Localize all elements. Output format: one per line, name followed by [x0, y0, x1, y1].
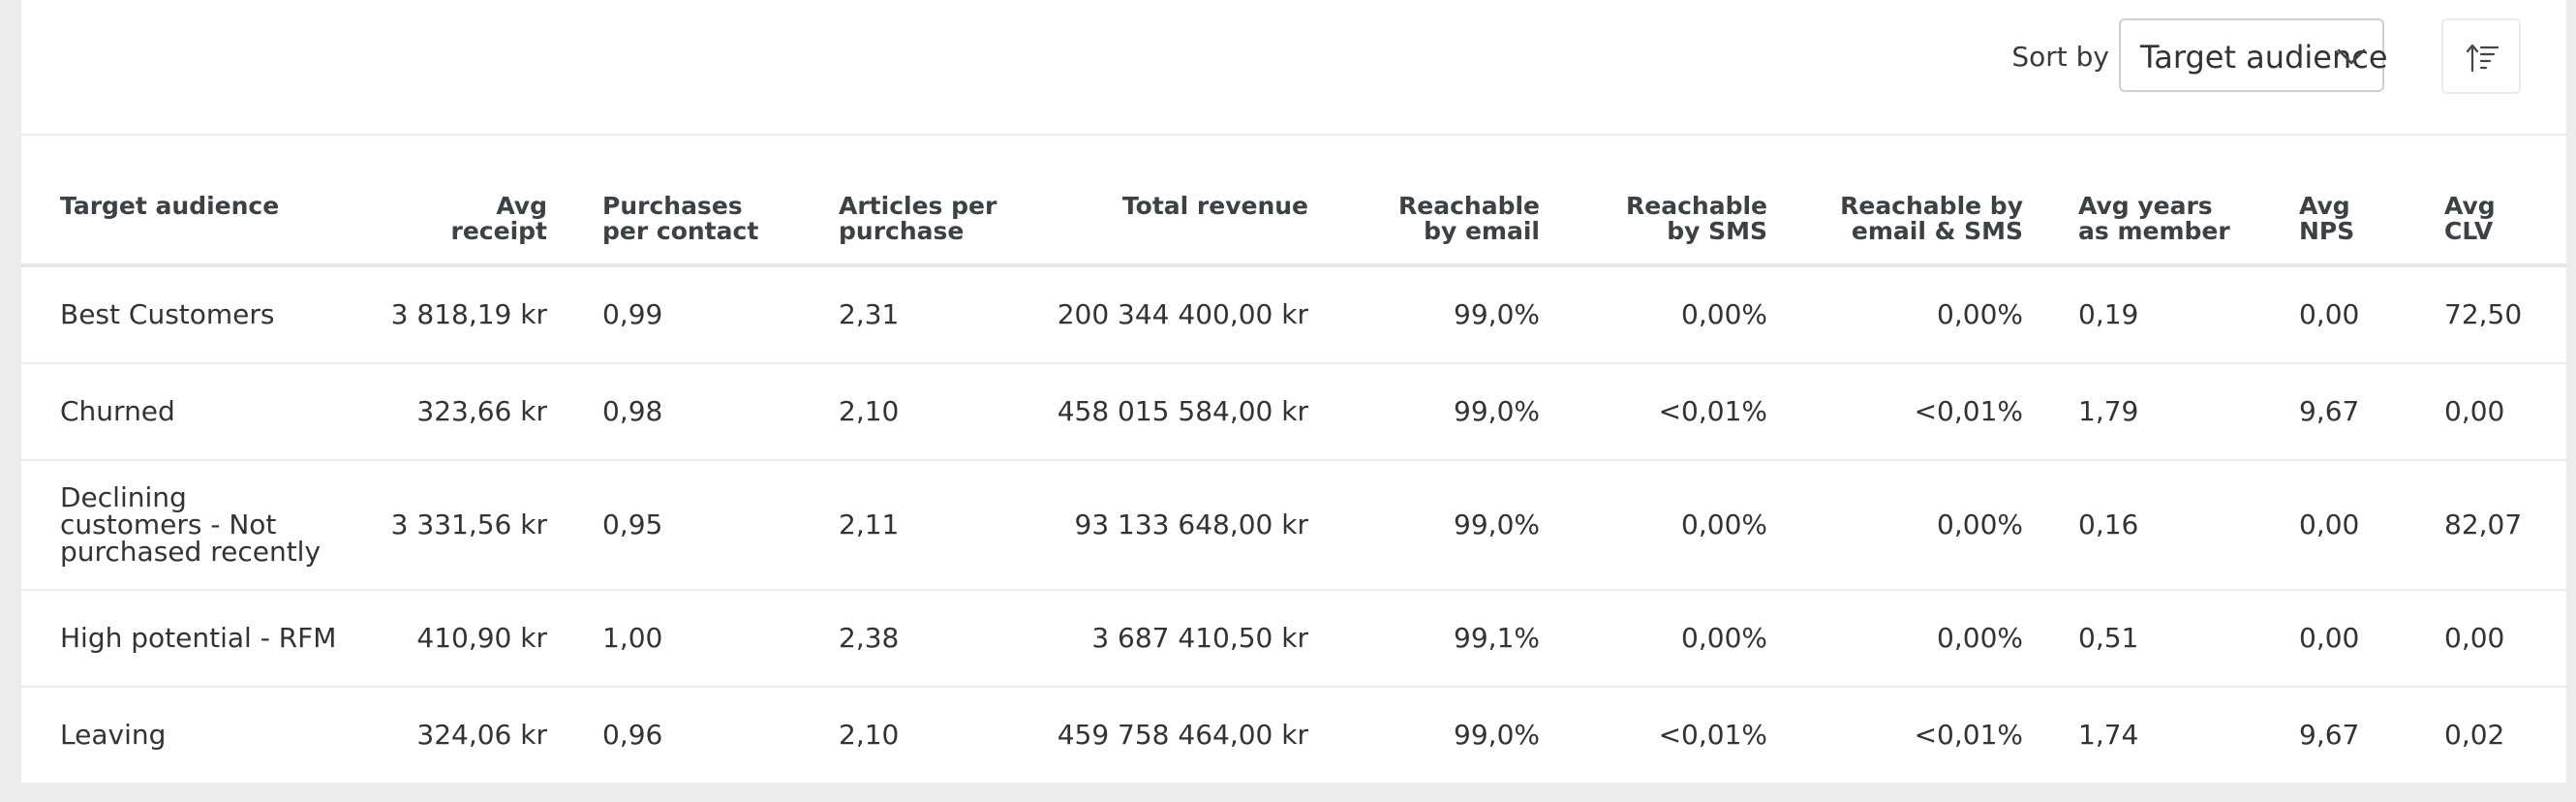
column-header-total-revenue[interactable]: Total revenue — [1121, 192, 1308, 220]
sort-direction-button[interactable] — [2441, 18, 2521, 94]
column-header-avg-years-as-member[interactable]: Avg years as member — [2078, 192, 2230, 245]
column-header-avg-receipt[interactable]: Avg receipt — [450, 192, 547, 245]
cell-target-audience: Declining customers - Not purchased rece… — [60, 481, 322, 568]
cell-total-revenue: 458 015 584,00 kr — [1057, 395, 1308, 427]
cell-avg-nps: 0,00 — [2299, 298, 2360, 330]
cell-avg-years-as-member: 0,51 — [2078, 622, 2139, 654]
cell-purchases-per-contact: 0,96 — [602, 719, 663, 751]
cell-purchases-per-contact: 0,95 — [602, 509, 663, 540]
cell-avg-years-as-member: 0,19 — [2078, 298, 2139, 330]
cell-avg-receipt: 3 818,19 kr — [390, 298, 547, 330]
cell-total-revenue: 459 758 464,00 kr — [1057, 719, 1308, 751]
cell-purchases-per-contact: 1,00 — [602, 622, 663, 654]
cell-avg-clv: 82,07 — [2444, 509, 2523, 540]
cell-avg-clv: 0,02 — [2444, 719, 2505, 751]
cell-reachable-by-email: 99,0% — [1454, 298, 1540, 330]
cell-target-audience: Leaving — [60, 719, 167, 751]
cell-reachable-by-sms: 0,00% — [1681, 298, 1767, 330]
cell-articles-per-purchase: 2,10 — [839, 395, 900, 427]
table-row[interactable]: Best Customers 3 818,19 kr 0,99 2,31 200… — [21, 267, 2566, 364]
cell-avg-receipt: 323,66 kr — [416, 395, 547, 427]
cell-total-revenue: 3 687 410,50 kr — [1091, 622, 1308, 654]
cell-avg-nps: 0,00 — [2299, 622, 2360, 654]
chevron-down-icon — [2336, 44, 2367, 69]
cell-avg-nps: 9,67 — [2299, 395, 2360, 427]
column-header-reachable-by-email-sms[interactable]: Reachable by email & SMS — [1840, 192, 2023, 245]
sort-by-select[interactable]: Target audience — [2119, 18, 2388, 92]
cell-target-audience: Best Customers — [60, 298, 275, 330]
column-header-avg-clv[interactable]: Avg CLV — [2444, 192, 2496, 245]
sort-by-label: Sort by — [2011, 41, 2109, 73]
cell-reachable-by-email-sms: 0,00% — [1937, 622, 2023, 654]
cell-reachable-by-email: 99,0% — [1454, 719, 1540, 751]
cell-avg-years-as-member: 1,79 — [2078, 395, 2139, 427]
table-row[interactable]: Churned 323,66 kr 0,98 2,10 458 015 584,… — [21, 364, 2566, 461]
cell-avg-clv: 72,50 — [2444, 298, 2523, 330]
cell-reachable-by-email-sms: <0,01% — [1914, 395, 2023, 427]
cell-total-revenue: 200 344 400,00 kr — [1057, 298, 1308, 330]
cell-avg-nps: 0,00 — [2299, 509, 2360, 540]
cell-reachable-by-email: 99,0% — [1454, 509, 1540, 540]
cell-articles-per-purchase: 2,10 — [839, 719, 900, 751]
column-header-target-audience[interactable]: Target audience — [60, 192, 280, 220]
column-header-reachable-by-sms[interactable]: Reachable by SMS — [1626, 192, 1767, 245]
cell-target-audience: Churned — [60, 395, 175, 427]
cell-total-revenue: 93 133 648,00 kr — [1074, 509, 1308, 540]
cell-target-audience: High potential - RFM — [60, 622, 337, 654]
cell-reachable-by-email-sms: 0,00% — [1937, 298, 2023, 330]
table-row[interactable]: Leaving 324,06 kr 0,96 2,10 459 758 464,… — [21, 688, 2566, 783]
column-header-reachable-by-email[interactable]: Reachable by email — [1398, 192, 1540, 245]
column-header-avg-nps[interactable]: Avg NPS — [2299, 192, 2355, 245]
cell-avg-receipt: 3 331,56 kr — [390, 509, 547, 540]
table-row[interactable]: High potential - RFM 410,90 kr 1,00 2,38… — [21, 591, 2566, 688]
cell-avg-years-as-member: 1,74 — [2078, 719, 2139, 751]
cell-reachable-by-sms: <0,01% — [1658, 719, 1767, 751]
cell-avg-receipt: 410,90 kr — [416, 622, 547, 654]
column-header-articles-per-purchase[interactable]: Articles per purchase — [839, 192, 997, 245]
cell-reachable-by-email-sms: <0,01% — [1914, 719, 2023, 751]
cell-articles-per-purchase: 2,38 — [839, 622, 900, 654]
cell-reachable-by-sms: 0,00% — [1681, 622, 1767, 654]
toolbar: Sort by Target audience — [21, 0, 2566, 136]
segments-panel: Sort by Target audience Target audience … — [21, 0, 2566, 783]
cell-purchases-per-contact: 0,98 — [602, 395, 663, 427]
cell-avg-years-as-member: 0,16 — [2078, 509, 2139, 540]
cell-avg-clv: 0,00 — [2444, 622, 2505, 654]
cell-reachable-by-sms: <0,01% — [1658, 395, 1767, 427]
table-row[interactable]: Declining customers - Not purchased rece… — [21, 461, 2566, 591]
cell-avg-nps: 9,67 — [2299, 719, 2360, 751]
cell-reachable-by-email: 99,1% — [1454, 622, 1540, 654]
cell-avg-clv: 0,00 — [2444, 395, 2505, 427]
cell-reachable-by-email: 99,0% — [1454, 395, 1540, 427]
table-header: Target audience Avg receipt Purchases pe… — [21, 136, 2566, 267]
cell-reachable-by-sms: 0,00% — [1681, 509, 1767, 540]
column-header-purchases-per-contact[interactable]: Purchases per contact — [602, 192, 759, 245]
cell-articles-per-purchase: 2,31 — [839, 298, 900, 330]
sort-ascending-icon — [2467, 44, 2499, 73]
cell-purchases-per-contact: 0,99 — [602, 298, 663, 330]
cell-articles-per-purchase: 2,11 — [839, 509, 900, 540]
cell-reachable-by-email-sms: 0,00% — [1937, 509, 2023, 540]
cell-avg-receipt: 324,06 kr — [416, 719, 547, 751]
